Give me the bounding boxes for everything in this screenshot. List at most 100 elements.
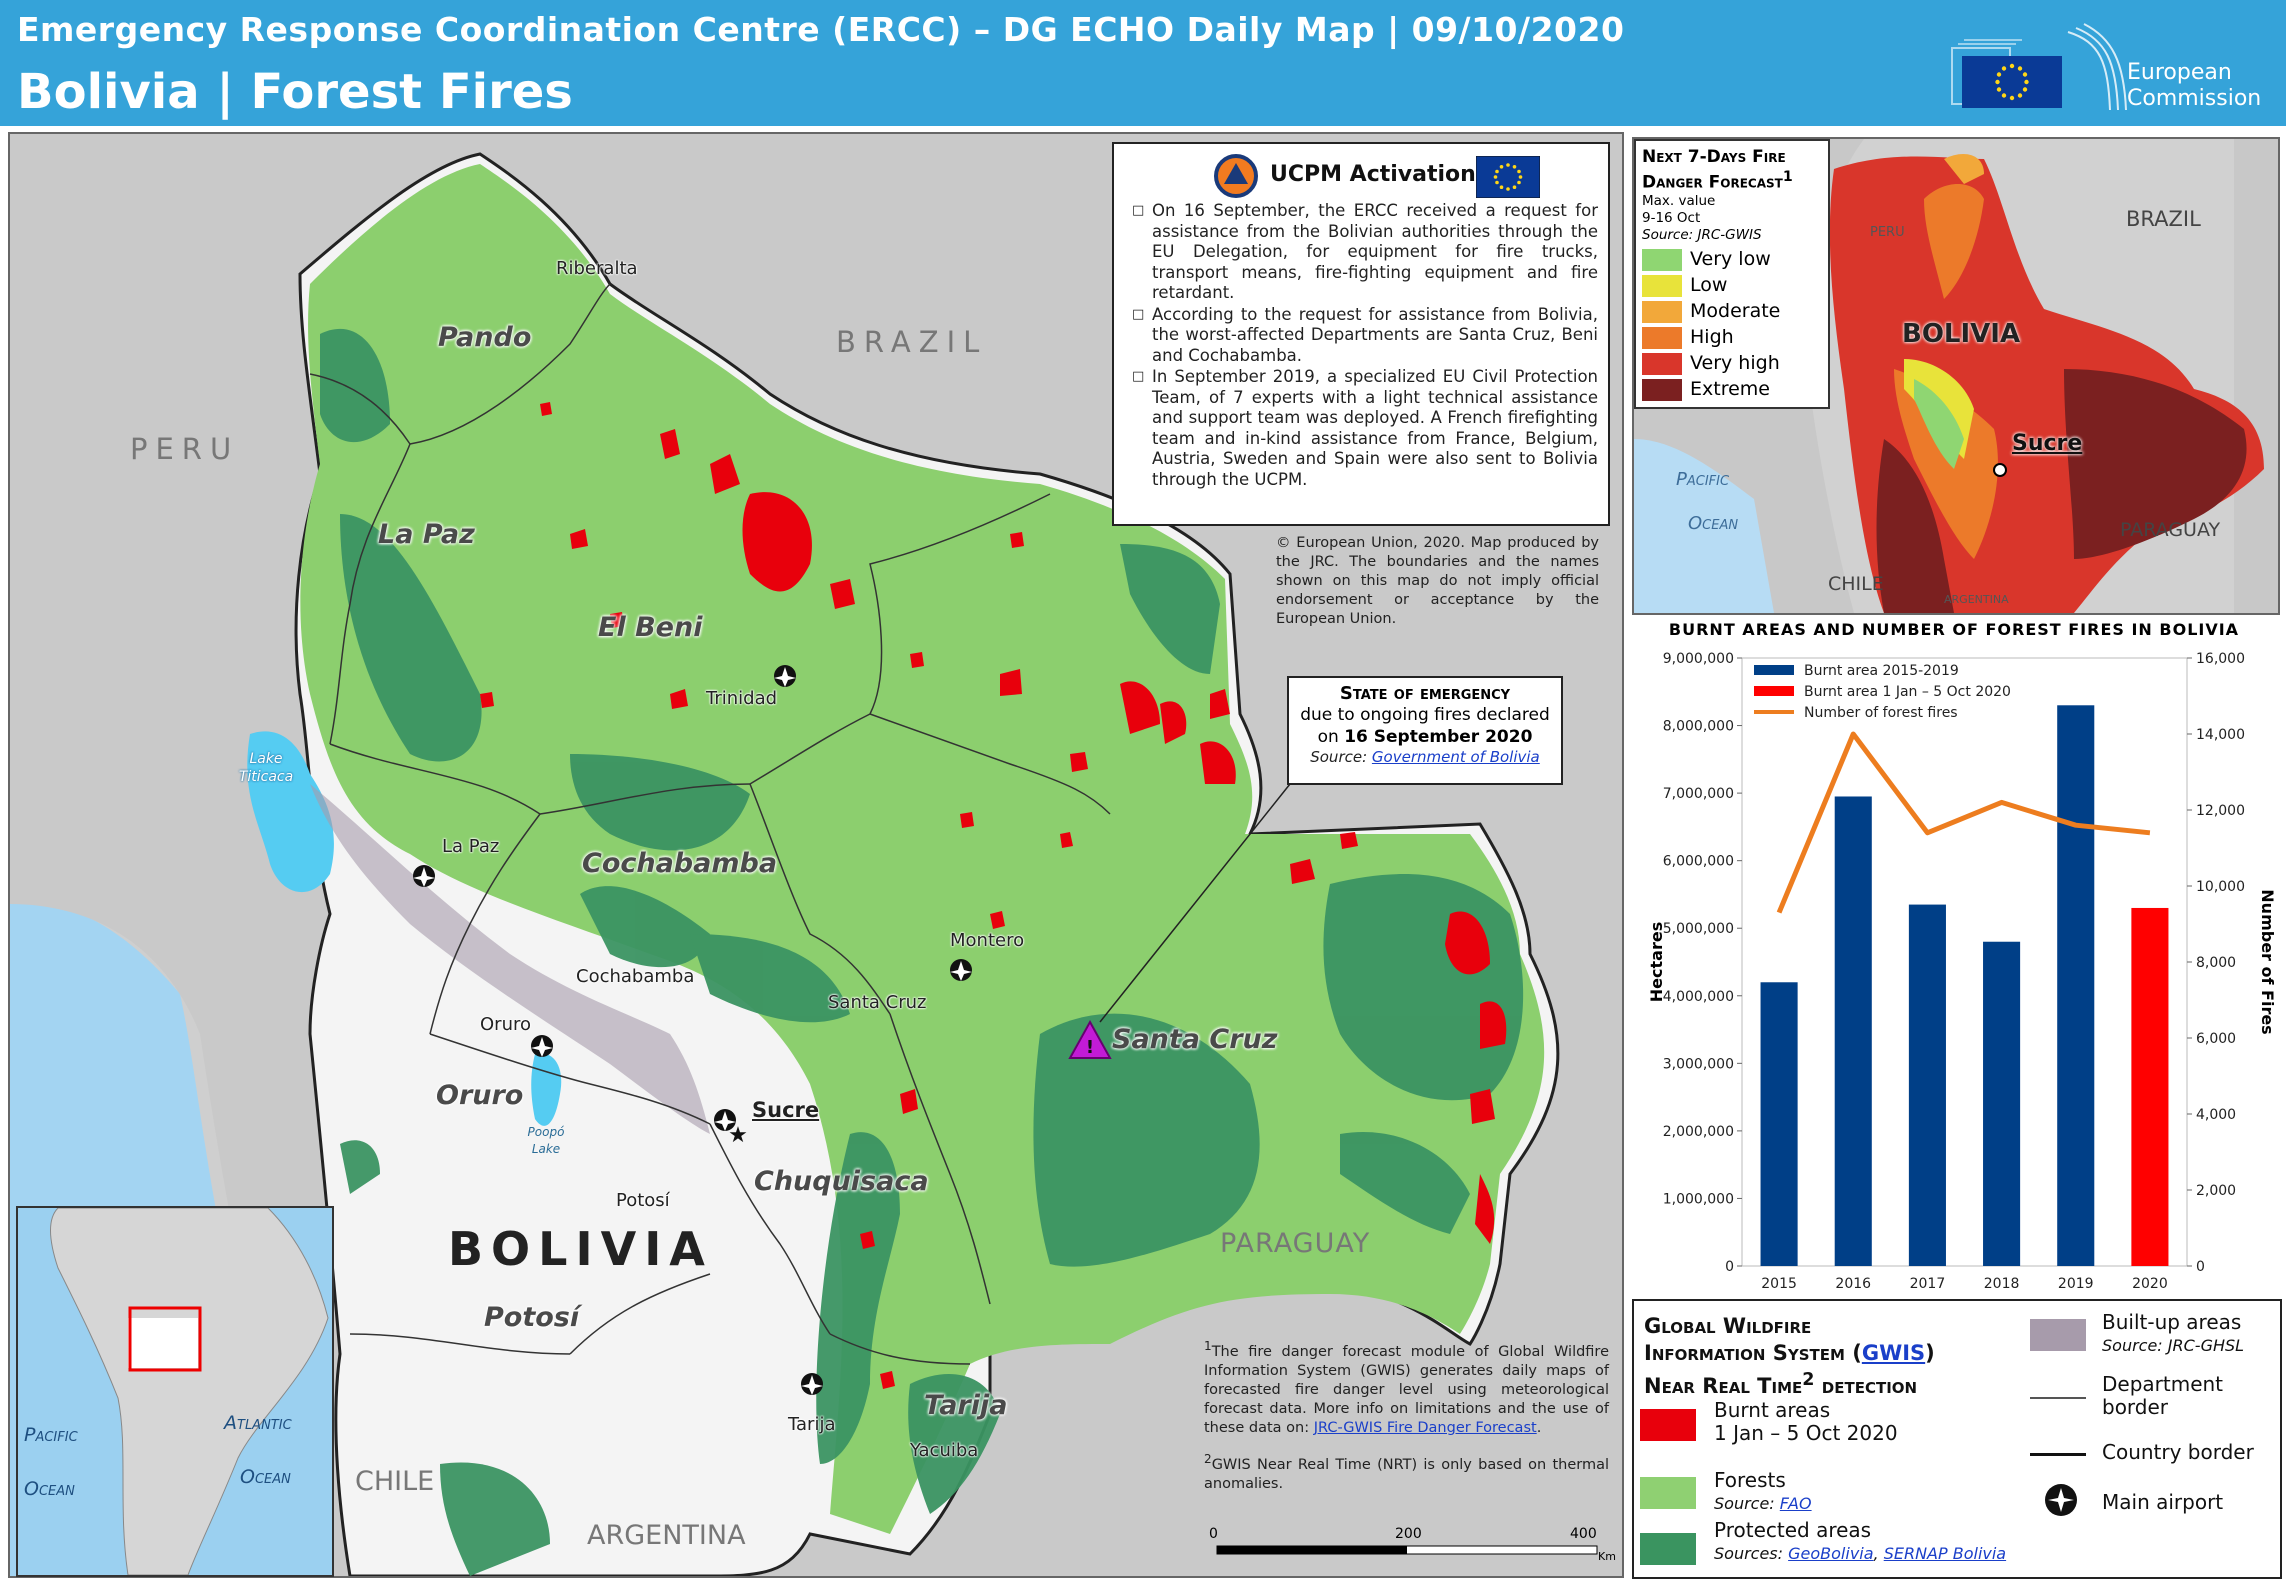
label-brazil: BRAZIL (836, 325, 988, 359)
y-tick-label: 0 (1725, 1259, 1734, 1275)
legend-bar-key (1754, 665, 1794, 675)
legend-swatch-protected (1640, 1533, 1696, 1565)
x-tick-label: 2019 (2058, 1276, 2094, 1292)
chart-legend-label: Burnt area 1 Jan – 5 Oct 2020 (1804, 684, 2011, 700)
dept-label-cochabamba: Cochabamba (582, 848, 778, 879)
header-bar: Emergency Response Coordination Centre (… (0, 0, 2286, 126)
y2-tick-label: 2,000 (2196, 1183, 2236, 1199)
city-label-potosi: Potosí (616, 1190, 670, 1211)
label-lake-titicaca: Lake Titicaca (238, 751, 294, 785)
x-tick-label: 2016 (1835, 1276, 1871, 1292)
ucpm-list: On 16 September, the ERCC received a req… (1132, 201, 1598, 491)
y-tick-label: 5,000,000 (1663, 921, 1734, 937)
fc-label-sucre: Sucre (2012, 431, 2083, 456)
legend-swatch-forests (1640, 1477, 1696, 1509)
y-tick-label: 8,000,000 (1663, 719, 1734, 735)
label-poopo-lake: Poopó Lake (527, 1125, 565, 1156)
y-tick-label: 1,000,000 (1663, 1191, 1734, 1207)
european-commission-logo (1951, 23, 2127, 111)
forecast-level-label: High (1690, 326, 1734, 348)
civil-protection-icon (1214, 154, 1258, 198)
city-label-tarija: Tarija (788, 1414, 836, 1435)
forecast-graphic (1634, 139, 2264, 613)
soe-line: due to ongoing fires declared (1300, 705, 1550, 725)
city-label-la-paz: La Paz (442, 836, 500, 857)
y-tick-label: 7,000,000 (1663, 786, 1734, 802)
forecast-swatch (1642, 353, 1682, 375)
bar (2131, 907, 2169, 1266)
legend-bar-key (1754, 686, 1794, 696)
fc-label-peru: PERU (1870, 225, 1905, 240)
legend-department-border: Department border (2102, 1372, 2224, 1419)
chart-legend-label: Burnt area 2015-2019 (1804, 663, 1959, 679)
fao-link[interactable]: FAO (1779, 1494, 1812, 1513)
dept-label-la-paz: La Paz (378, 519, 475, 550)
label-argentina: ARGENTINA (587, 1520, 746, 1551)
page-title: Bolivia | Forest Fires (17, 64, 573, 120)
chart-legend-label: Number of forest fires (1804, 705, 1958, 721)
forecast-title: Next 7-Days Fire Danger Forecast1 (1642, 147, 1793, 193)
scale-max: 400 (1570, 1526, 1597, 1542)
forecast-legend: Next 7-Days Fire Danger Forecast1 Max. va… (1634, 139, 1830, 409)
state-of-emergency-box: State of emergency due to ongoing fires … (1287, 676, 1563, 785)
fires-line (1776, 731, 2151, 914)
fc-label-chile: CHILE (1828, 573, 1884, 595)
x-tick-label: 2015 (1761, 1276, 1797, 1292)
legend-swatch-builtup (2030, 1319, 2086, 1351)
label-chile: CHILE (355, 1466, 435, 1497)
bolivia-map-graphic: ! ★ (10, 134, 1622, 1576)
x-tick-label: 2018 (1984, 1276, 2020, 1292)
fc-label-argentina: ARGENTINA (1944, 593, 2009, 606)
y2-tick-label: 0 (2196, 1259, 2205, 1275)
fire-danger-forecast-map: BRAZIL PERU BOLIVIA Sucre Pacific Ocean … (1632, 137, 2280, 615)
y2-tick-label: 10,000 (2196, 879, 2245, 895)
legend-builtup: Built-up areas Source: JRC-GHSL (2102, 1310, 2245, 1356)
fc-label-brazil: BRAZIL (2126, 207, 2201, 231)
sernap-link[interactable]: SERNAP Bolivia (1883, 1544, 2007, 1563)
bar (2057, 705, 2095, 1266)
footnote-2: 2GWIS Near Real Time (NRT) is only based… (1204, 1451, 1609, 1492)
city-label-oruro: Oruro (480, 1014, 531, 1035)
legend-title: Global Wildfire Information System (GWIS… (1644, 1314, 1935, 1398)
forecast-swatch (1642, 327, 1682, 349)
legend-country-border: Country border (2102, 1440, 2254, 1464)
inset-atlantic: Atlantic (224, 1412, 292, 1434)
geobolivia-link[interactable]: GeoBolivia (1788, 1544, 1874, 1563)
label-paraguay: PARAGUAY (1220, 1228, 1371, 1259)
label-peru: PERU (130, 432, 240, 466)
airport-icon (2045, 1484, 2077, 1516)
y2-tick-label: 12,000 (2196, 803, 2245, 819)
forecast-level-label: Moderate (1690, 300, 1781, 322)
fc-label-paraguay: PARAGUAY (2120, 519, 2221, 541)
european-commission-label: European Commission (2127, 60, 2262, 111)
label-bolivia: BOLIVIA (448, 1222, 713, 1276)
svg-text:!: ! (1086, 1037, 1094, 1058)
inset-ocean-1: Ocean (24, 1478, 75, 1500)
y2-tick-label: 8,000 (2196, 955, 2236, 971)
city-label-sucre: Sucre (752, 1098, 820, 1122)
chart-title: BURNT AREAS AND NUMBER OF FOREST FIRES I… (1668, 620, 2240, 639)
bar (1983, 941, 2021, 1266)
ucpm-activation-box: UCPM Activation On 16 September, the ERC… (1112, 142, 1610, 526)
fc-label-pacific: Pacific (1676, 469, 1730, 490)
bar (1834, 796, 1872, 1266)
legend-forests: Forests Source: FAO (1714, 1468, 1812, 1514)
gwis-link[interactable]: GWIS (1861, 1341, 1926, 1365)
forecast-sub-1: Max. value (1642, 192, 1716, 209)
y2-tick-label: 4,000 (2196, 1107, 2236, 1123)
forecast-level-label: Very low (1690, 248, 1771, 270)
fc-label-bolivia: BOLIVIA (1902, 319, 2021, 349)
gwis-forecast-link[interactable]: JRC-GWIS Fire Danger Forecast (1313, 1419, 1537, 1436)
scale-zero: 0 (1209, 1526, 1218, 1542)
scale-mid: 200 (1395, 1526, 1422, 1542)
south-america-graphic (50, 1208, 329, 1575)
footnotes: 1The fire danger forecast module of Glob… (1204, 1337, 1609, 1494)
forecast-level-label: Very high (1690, 352, 1780, 374)
city-label-cochabamba: Cochabamba (576, 966, 695, 987)
legend-protected: Protected areas Sources: GeoBolivia, SERN… (1714, 1518, 2007, 1564)
fc-label-ocean: Ocean (1688, 513, 1739, 534)
city-label-riberalta: Riberalta (556, 258, 638, 279)
soe-source-link[interactable]: Government of Bolivia (1371, 748, 1540, 766)
y2-tick-label: 16,000 (2196, 651, 2245, 667)
dept-label-tarija: Tarija (924, 1390, 1008, 1421)
